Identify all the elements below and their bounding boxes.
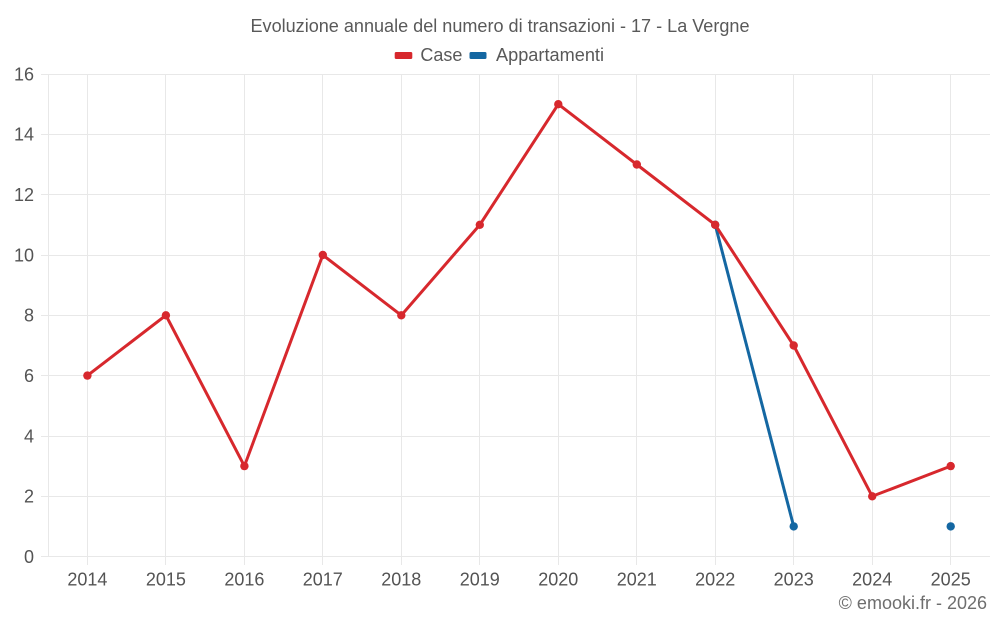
svg-text:2022: 2022 xyxy=(695,570,735,590)
svg-text:2015: 2015 xyxy=(146,570,186,590)
svg-text:2021: 2021 xyxy=(617,570,657,590)
svg-text:2025: 2025 xyxy=(931,570,971,590)
svg-text:4: 4 xyxy=(24,426,34,446)
svg-text:2014: 2014 xyxy=(67,570,107,590)
svg-text:10: 10 xyxy=(14,245,34,265)
svg-text:2019: 2019 xyxy=(460,570,500,590)
svg-text:2020: 2020 xyxy=(538,570,578,590)
svg-text:2017: 2017 xyxy=(303,570,343,590)
svg-text:2: 2 xyxy=(24,487,34,507)
svg-text:14: 14 xyxy=(14,125,34,145)
svg-text:2024: 2024 xyxy=(852,570,892,590)
svg-text:8: 8 xyxy=(24,306,34,326)
svg-text:© emooki.fr - 2026: © emooki.fr - 2026 xyxy=(839,593,987,613)
svg-text:2018: 2018 xyxy=(381,570,421,590)
svg-text:Appartamenti: Appartamenti xyxy=(496,45,604,65)
svg-text:2023: 2023 xyxy=(774,570,814,590)
svg-text:Case: Case xyxy=(420,45,462,65)
svg-text:0: 0 xyxy=(24,547,34,567)
svg-text:12: 12 xyxy=(14,185,34,205)
svg-text:16: 16 xyxy=(14,64,34,84)
svg-text:6: 6 xyxy=(24,366,34,386)
svg-text:Evoluzione annuale del numero: Evoluzione annuale del numero di transaz… xyxy=(251,16,750,36)
svg-text:2016: 2016 xyxy=(224,570,264,590)
